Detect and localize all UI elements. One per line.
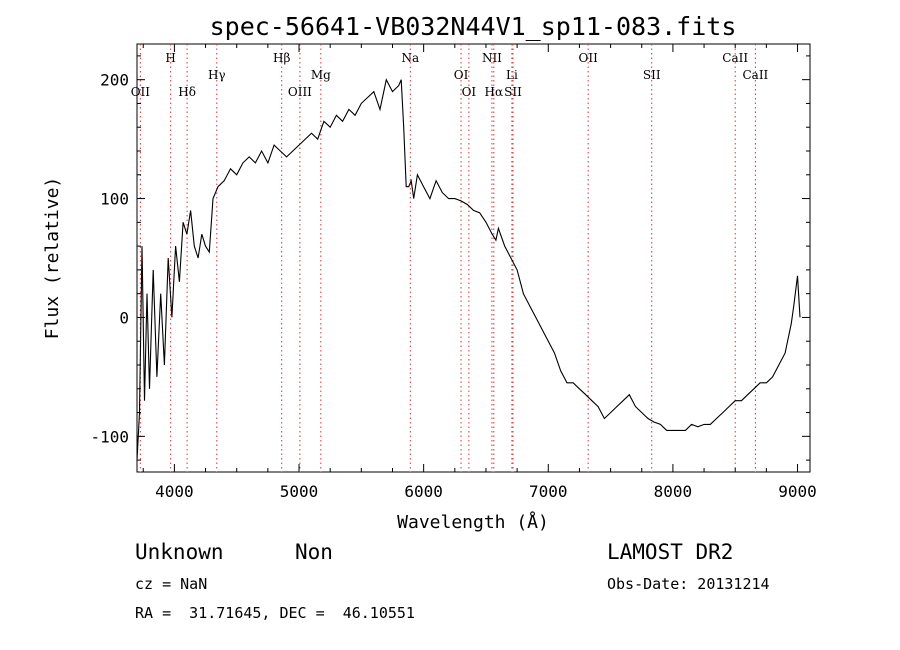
y-tick-label: 200 <box>100 71 129 90</box>
y-axis-label: Flux (relative) <box>42 177 63 340</box>
x-axis-label: Wavelength (Å) <box>397 511 549 533</box>
x-tick-label: 4000 <box>155 482 194 501</box>
spectral-line-label: OII <box>131 85 151 99</box>
class-label: Unknown <box>135 540 224 564</box>
spectral-line-label: CaII <box>722 51 748 65</box>
plot-frame <box>136 43 811 473</box>
redshift-label: cz = NaN <box>135 575 208 593</box>
x-tick-label: 9000 <box>778 482 817 501</box>
subclass-label: Non <box>295 540 333 564</box>
x-tick-label: 5000 <box>280 482 319 501</box>
survey-label: LAMOST DR2 <box>607 540 734 564</box>
y-tick-label: -100 <box>90 427 129 446</box>
spectral-line-markers: H Hγ Hβ Mg Na OI NII Li OII SII CaII CaII OII Hδ OIII O… <box>131 44 769 472</box>
spectral-line-label: H <box>165 51 175 65</box>
spectral-line-label: Li <box>506 68 518 82</box>
spectral-line-label: Hα <box>485 85 504 99</box>
flux-series-line <box>136 78 801 461</box>
y-axis: -100 0 100 200 <box>90 55 810 461</box>
coordinates-label: RA = 31.71645, DEC = 46.10551 <box>135 604 415 622</box>
spectral-line-label: OI <box>454 68 469 82</box>
obs-date-label: Obs-Date: 20131214 <box>607 575 770 593</box>
x-tick-label: 8000 <box>654 482 693 501</box>
spectral-line-label: OIII <box>288 85 312 99</box>
spectral-line-label: Na <box>401 51 419 65</box>
spectral-line-label: Hγ <box>208 68 226 82</box>
spectral-line-label: NII <box>482 51 502 65</box>
spectral-line-label: SII <box>643 68 661 82</box>
x-tick-label: 7000 <box>529 482 568 501</box>
x-tick-label: 6000 <box>404 482 443 501</box>
y-tick-label: 100 <box>100 190 129 209</box>
spectral-line-label: OII <box>578 51 598 65</box>
spectral-line-label: OI <box>462 85 477 99</box>
chart-title: spec-56641-VB032N44V1_sp11-083.fits <box>210 12 737 41</box>
spectral-line-label: CaII <box>742 68 768 82</box>
spectral-line-label: Hδ <box>178 85 196 99</box>
spectral-line-label: Hβ <box>273 51 290 65</box>
spectral-line-label: SII <box>504 85 522 99</box>
spectral-line-label: Mg <box>311 68 331 82</box>
y-tick-label: 0 <box>119 308 129 327</box>
x-axis: 4000 5000 6000 7000 8000 9000 <box>142 44 817 501</box>
